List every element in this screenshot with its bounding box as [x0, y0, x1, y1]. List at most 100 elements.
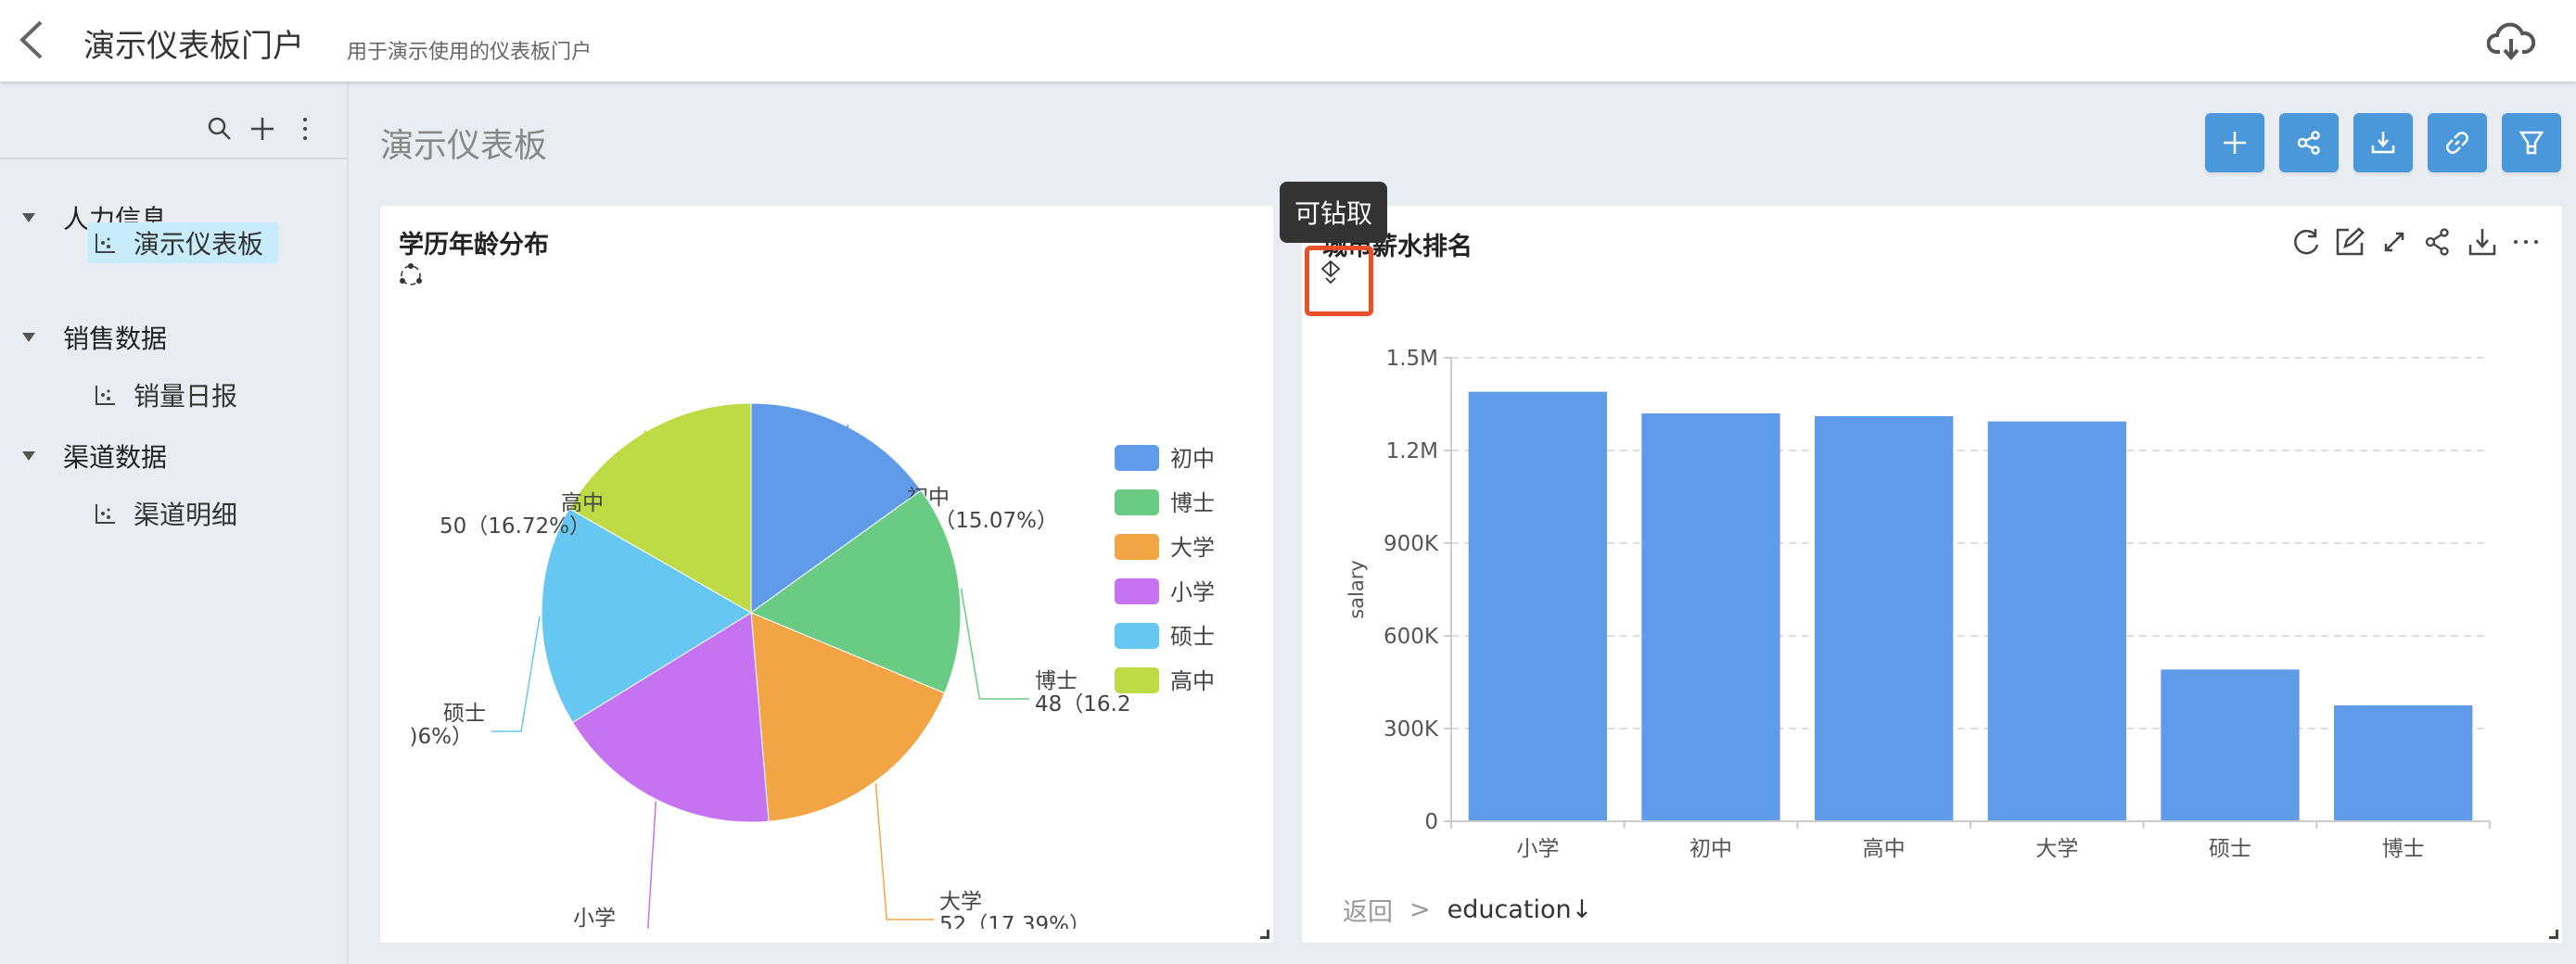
chart-scatter-icon: [96, 504, 115, 524]
plus-icon: [2224, 132, 2246, 154]
link-icon: [2446, 132, 2468, 154]
legend-label: 硕士: [1170, 624, 1215, 650]
pie-label: 高中: [561, 491, 604, 515]
divider: [0, 158, 347, 159]
legend-label: 博士: [1170, 490, 1215, 516]
caret-down-icon: [22, 213, 35, 222]
pie-leader-line: [491, 615, 541, 732]
x-tick-label: 博士: [2382, 837, 2425, 861]
drill-tooltip: 可钻取: [1280, 182, 1387, 243]
share-button[interactable]: [2279, 113, 2339, 172]
tree-group-sales[interactable]: 销售数据: [22, 319, 167, 356]
x-tick-label: 大学: [2035, 837, 2078, 861]
download-button[interactable]: [2353, 113, 2413, 172]
pie-leader-line: [646, 801, 657, 929]
bar-1: [1641, 413, 1780, 821]
pie-value-label: )6%）: [410, 725, 473, 749]
link-button[interactable]: [2428, 113, 2487, 172]
bar-0: [1468, 391, 1607, 821]
fullscreen-icon[interactable]: [2378, 226, 2410, 258]
y-tick-label: 600K: [1384, 625, 1439, 649]
back-chevron-icon[interactable]: [13, 17, 50, 63]
pie-chart: 初中45（15.07%）博士48（16.2大学52（17.39%）小学52（17…: [410, 402, 1215, 929]
download-icon[interactable]: [2467, 226, 2498, 258]
x-tick-label: 初中: [1690, 837, 1732, 861]
pie-slice-0: [750, 402, 923, 614]
pie-slice-4: [541, 507, 752, 724]
tree-group-label: 渠道数据: [63, 442, 168, 473]
chart-scatter-icon: [96, 234, 115, 253]
pie-label: 博士: [1035, 669, 1078, 693]
edit-icon[interactable]: [2334, 226, 2366, 258]
bar-3: [1987, 421, 2126, 821]
bar-4: [2161, 669, 2300, 821]
y-tick-label: 0: [1424, 810, 1438, 834]
add-button[interactable]: [2205, 113, 2264, 172]
legend-label: 高中: [1170, 668, 1215, 694]
legend-label: 大学: [1170, 535, 1215, 561]
tree-item-sales-daily[interactable]: 销量日报: [87, 374, 252, 415]
breadcrumb-current[interactable]: education↓: [1447, 895, 1593, 924]
y-tick-label: 1.2M: [1386, 439, 1438, 463]
resize-handle[interactable]: [1260, 930, 1269, 939]
bar-card: 城市薪水排名 0 300K 600K 900K 1.2M 1.5M salary 小学 初中 高中…: [1302, 206, 2562, 943]
breadcrumb-separator: >: [1409, 895, 1431, 924]
bar-chart: 0 300K 600K 900K 1.2M 1.5M salary 小学 初中 高中 大学 硕士 博士: [1345, 347, 2491, 861]
y-tick-label: 1.5M: [1386, 347, 1438, 371]
tree-item-channel-detail[interactable]: 渠道明细: [87, 493, 252, 534]
breadcrumb: 返回 > education↓: [1343, 892, 1592, 928]
pie-leader-line: [609, 429, 646, 522]
tree-group-label: 销售数据: [63, 323, 168, 354]
filter-icon: [2519, 131, 2544, 155]
legend-label: 小学: [1170, 579, 1215, 605]
pie-value-label: 50（16.72%）: [440, 514, 591, 539]
pie-leader-line: [960, 588, 1029, 700]
resize-handle[interactable]: [2549, 930, 2558, 939]
pie-slice-5: [568, 402, 752, 614]
portal-subtitle: 用于演示使用的仪表板门户: [347, 41, 593, 64]
download-icon: [2371, 132, 2395, 154]
pie-slice-2: [750, 612, 946, 822]
filter-button[interactable]: [2502, 113, 2561, 172]
chart-scatter-icon: [96, 386, 115, 405]
legend-label: 初中: [1170, 446, 1215, 472]
pie-slice-1: [749, 489, 962, 694]
y-tick-label: 300K: [1384, 717, 1439, 742]
card-title: 学历年龄分布: [399, 231, 549, 260]
pie-leader-line: [874, 783, 934, 920]
pie-card: 学历年龄分布 初中 45（15.07%） 博士 48（16.2 大学 52（17.39%）…: [380, 206, 1273, 943]
pie-label: 硕士: [443, 702, 486, 726]
x-tick-label: 小学: [1516, 837, 1559, 861]
bar-5: [2334, 705, 2473, 821]
share-icon: [2297, 131, 2320, 155]
legend-swatch: [1115, 534, 1159, 560]
dashboard-title: 演示仪表板: [380, 127, 548, 165]
x-tick-label: 高中: [1863, 837, 1906, 861]
search-icon[interactable]: [206, 115, 234, 143]
share-icon[interactable]: [2422, 226, 2454, 258]
tree-group-channel[interactable]: 渠道数据: [22, 438, 167, 475]
pie-slice-3: [571, 612, 770, 823]
more-vertical-icon[interactable]: [291, 115, 319, 143]
legend-swatch: [1115, 578, 1159, 604]
legend-swatch: [1115, 489, 1159, 515]
plus-icon[interactable]: [249, 115, 276, 143]
y-axis-label: salary: [1345, 560, 1368, 619]
caret-down-icon: [22, 333, 35, 342]
cloud-download-icon[interactable]: [2487, 20, 2535, 61]
legend-swatch: [1115, 445, 1159, 471]
header: 演示仪表板门户 用于演示使用的仪表板门户: [0, 0, 2576, 82]
refresh-icon[interactable]: [2290, 226, 2322, 258]
drill-down-icon[interactable]: [1317, 258, 1345, 285]
tree-item-label: 渠道明细: [134, 500, 238, 530]
breadcrumb-back[interactable]: 返回: [1343, 898, 1393, 927]
share-nodes-icon[interactable]: [399, 263, 423, 287]
tree-item-label: 销量日报: [134, 381, 238, 412]
legend-swatch: [1115, 667, 1159, 693]
sidebar: 人力信息 演示仪表板 销售数据 销量日报 渠道数据 渠道明细: [0, 82, 349, 964]
legend-swatch: [1115, 623, 1159, 649]
bar-2: [1815, 416, 1954, 821]
more-icon[interactable]: [2510, 226, 2542, 258]
tree-item-demo-dashboard[interactable]: 演示仪表板: [87, 222, 279, 263]
pie-label: 大学: [939, 890, 982, 914]
